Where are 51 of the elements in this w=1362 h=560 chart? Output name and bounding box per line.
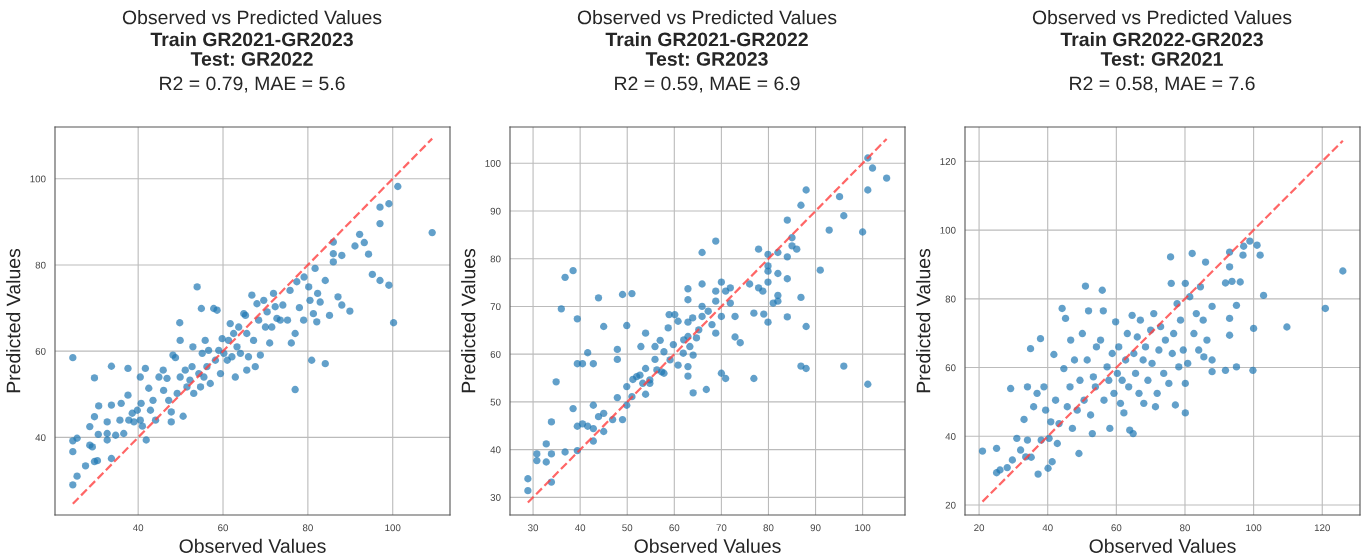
y-tick-label: 60 [945,364,956,372]
chart-subtitle: Train GR2021-GR2022 Test: GR2023 [605,32,808,66]
y-tick-label: 100 [485,160,501,167]
x-axis-title: Observed Values [1089,538,1236,553]
x-tick-label: 100 [1246,524,1262,532]
text: R2 = 0.58, MAE = 7.6 [1070,76,1255,93]
x-tick-label: 60 [218,524,229,532]
y-axis-title: Predicted Values [6,248,21,393]
y-tick-label: 80 [945,295,956,303]
y-tick-label: 120 [940,158,956,165]
chart-subtitle: Train GR2022-GR2023 Test: GR2021 [1060,32,1263,66]
chart-title: Observed vs Predicted Values [122,10,382,25]
x-tick-label: 40 [132,524,144,532]
x-tick-label: 80 [763,524,774,532]
y-tick-label: 60 [490,350,501,358]
y-tick-label: 60 [35,347,46,355]
chart-subtitle: Train GR2021-GR2023 Test: GR2022 [150,32,353,66]
y-axis-title: Predicted Values [916,248,931,393]
x-tick-label: 80 [302,524,313,532]
text: R2 = 0.59, MAE = 6.9 [615,76,800,93]
y-tick-label: 40 [945,433,956,440]
x-tick-label: 70 [716,524,727,532]
x-tick-label: 40 [1042,524,1053,532]
y-tick-label: 40 [35,434,46,442]
x-axis-title: Observed Values [634,538,781,553]
x-tick-label: 60 [1111,524,1122,532]
x-tick-label: 40 [574,524,586,532]
text: R2 = 0.79, MAE = 5.6 [160,76,345,93]
x-tick-label: 90 [810,524,821,532]
y-axis-title: Predicted Values [461,248,476,393]
y-tick-label: 30 [490,494,501,501]
chart-title: Observed vs Predicted Values [577,10,837,25]
y-tick-label: 20 [945,501,956,509]
chart-title: Observed vs Predicted Values [1032,10,1292,25]
y-tick-label: 50 [490,398,501,406]
x-tick-label: 100 [385,524,401,532]
x-tick-label: 30 [528,524,539,532]
x-tick-label: 120 [1314,524,1330,532]
y-tick-label: 100 [940,226,956,234]
y-tick-label: 80 [35,261,46,269]
y-tick-label: 100 [30,175,46,183]
x-tick-label: 80 [1179,524,1191,532]
y-tick-label: 90 [490,207,501,215]
y-tick-label: 80 [490,255,501,263]
x-tick-label: 20 [974,524,985,532]
x-axis-title: Observed Values [179,538,326,553]
x-tick-label: 100 [855,524,871,532]
y-tick-label: 40 [490,446,501,454]
y-tick-label: 70 [490,303,501,311]
x-tick-label: 50 [622,524,633,532]
x-tick-label: 60 [669,524,680,532]
